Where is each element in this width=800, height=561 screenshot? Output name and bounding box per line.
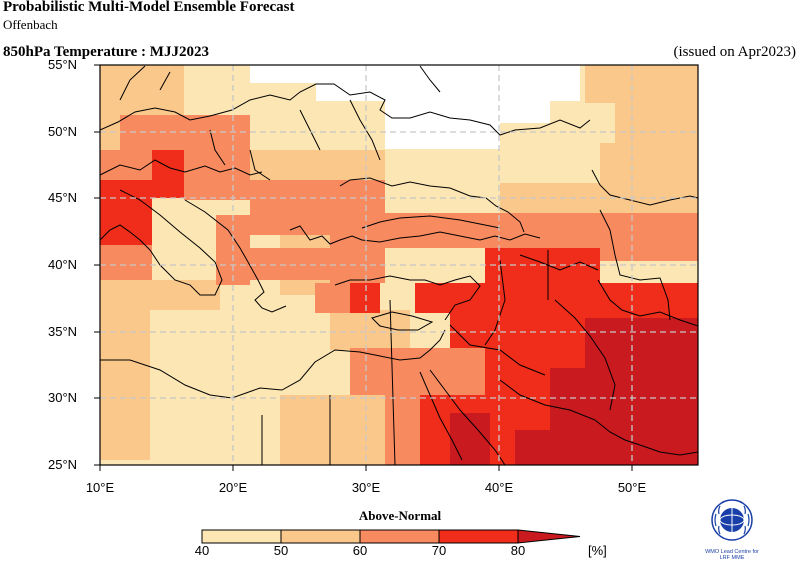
- lat-label-45n: 45°N: [48, 190, 78, 205]
- lat-label-25n: 25°N: [48, 457, 78, 472]
- axis-ticks: [94, 64, 633, 471]
- variable-label: 850hPa Temperature : MJJ2023: [3, 44, 209, 60]
- lon-label-50e: 50°E: [617, 480, 647, 495]
- map-cells: [100, 65, 698, 465]
- missing-data-area: [250, 65, 580, 149]
- colorbar-segment-50-60: [280, 529, 361, 544]
- issued-label: (issued on Apr2023): [673, 44, 797, 60]
- lon-label-20e: 20°E: [218, 480, 248, 495]
- coastlines: [99, 65, 699, 466]
- legend-tick-50: 50: [273, 543, 289, 558]
- lon-label-30e: 30°E: [351, 480, 381, 495]
- legend-tick-60: 60: [352, 543, 368, 558]
- lon-label-40e: 40°E: [484, 480, 514, 495]
- colorbar-segment-60-70: [359, 529, 440, 544]
- legend-tick-70: 70: [431, 543, 447, 558]
- chart-title: Probabilistic Multi-Model Ensemble Forec…: [3, 0, 295, 15]
- wmo-globe-icon: [711, 499, 753, 541]
- wmo-logo: WMO Lead Centre for LRF MME: [700, 498, 764, 561]
- colorbar: [201, 529, 581, 544]
- legend-title: Above-Normal: [358, 508, 442, 523]
- lat-label-40n: 40°N: [48, 257, 78, 272]
- wmo-logo-text: WMO Lead Centre for LRF MME: [705, 549, 759, 561]
- lat-label-50n: 50°N: [48, 124, 78, 139]
- lat-label-55n: 55°N: [48, 57, 78, 72]
- legend-tick-40: 40: [194, 543, 210, 558]
- prob-50-60-area: [100, 65, 698, 465]
- legend-unit: [%]: [588, 543, 607, 558]
- lat-label-35n: 35°N: [48, 324, 78, 339]
- lon-label-10e: 10°E: [85, 480, 115, 495]
- lat-label-30n: 30°N: [48, 390, 78, 405]
- graticule: [100, 65, 698, 465]
- colorbar-segment-70-80: [438, 529, 519, 544]
- colorbar-segment-40-50: [201, 529, 282, 544]
- legend-tick-80: 80: [510, 543, 526, 558]
- colorbar-segment-80-plus: [517, 529, 581, 544]
- chart-subtitle: Offenbach: [3, 17, 58, 32]
